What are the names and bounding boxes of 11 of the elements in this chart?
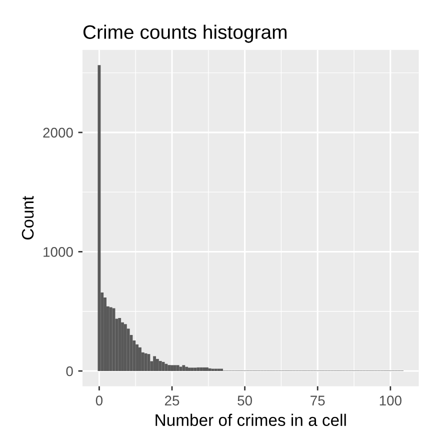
y-tick-label: 2000	[43, 128, 73, 138]
x-axis-title: Number of crimes in a cell	[156, 414, 346, 426]
y-axis-title: Count	[22, 196, 34, 240]
x-tick-label: 25	[164, 396, 180, 406]
x-tick-label: 0	[96, 396, 103, 406]
x-tick-label: 75	[310, 396, 325, 406]
x-tick-label: 50	[238, 396, 252, 406]
chart-title: Crime counts histogram	[83, 24, 286, 43]
y-tick-label: 0	[66, 366, 73, 376]
y-tick-label: 1000	[44, 247, 73, 257]
x-tick-label: 100	[380, 396, 402, 406]
